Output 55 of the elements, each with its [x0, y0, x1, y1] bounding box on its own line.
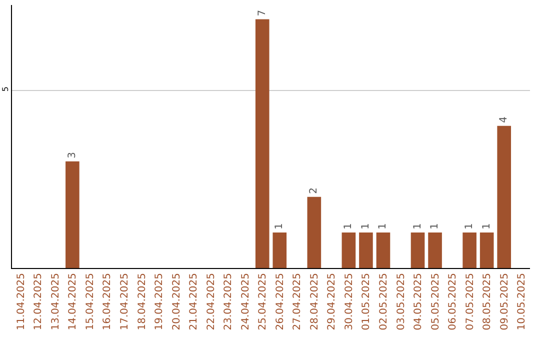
x-tick-label: 28.04.2025: [309, 273, 320, 330]
x-tick-label: 06.05.2025: [448, 273, 459, 330]
x-tick-label: 17.04.2025: [119, 273, 130, 330]
x-tick-label: 24.04.2025: [240, 273, 252, 330]
bar: [307, 196, 322, 268]
x-tick-label: 22.04.2025: [206, 273, 217, 330]
x-tick-label: 15.04.2025: [84, 273, 96, 330]
bar: [376, 232, 390, 268]
x-tick-label: 12.04.2025: [33, 273, 44, 330]
x-tick-label: 04.05.2025: [413, 273, 424, 330]
data-label: 1: [464, 223, 476, 230]
x-tick-label: 26.04.2025: [274, 273, 286, 330]
x-tick-label: 14.04.2025: [68, 273, 79, 330]
x-tick-label: 27.04.2025: [292, 273, 304, 330]
bar: [342, 232, 356, 268]
bar: [428, 232, 442, 268]
bar: [359, 232, 373, 268]
x-tick-label: 09.05.2025: [499, 273, 510, 330]
x-tick-label: 30.04.2025: [344, 273, 355, 330]
data-label: 1: [430, 223, 441, 230]
x-tick-label: 05.05.2025: [430, 273, 442, 330]
data-label: 2: [308, 188, 320, 194]
x-tick-label: 13.04.2025: [50, 273, 62, 330]
y-tick-label: 5: [0, 86, 10, 92]
x-tick-label: 07.05.2025: [464, 273, 476, 330]
data-label: 4: [498, 116, 510, 123]
data-label: 3: [66, 152, 78, 158]
bar: [410, 232, 425, 268]
x-tick-label: 08.05.2025: [482, 273, 494, 330]
bar: [272, 232, 287, 268]
bar: [480, 232, 494, 268]
x-tick-label: 18.04.2025: [136, 273, 148, 330]
data-label: 1: [481, 223, 492, 230]
x-tick-label: 29.04.2025: [326, 273, 338, 330]
x-tick-label: 02.05.2025: [378, 273, 390, 330]
data-label: 1: [360, 223, 372, 230]
bar: [66, 161, 80, 268]
data-label: 1: [274, 223, 286, 230]
x-tick-label: 11.04.2025: [16, 273, 27, 330]
data-label: 1: [412, 223, 424, 230]
x-tick-label: 25.04.2025: [258, 273, 269, 330]
x-tick-label: 10.05.2025: [516, 273, 528, 330]
x-tick-label: 01.05.2025: [361, 273, 372, 330]
bar: [255, 19, 270, 268]
x-tick-label: 19.04.2025: [154, 273, 166, 330]
x-tick-label: 23.04.2025: [223, 273, 234, 330]
x-tick-label: 21.04.2025: [188, 273, 200, 330]
data-label: 7: [256, 10, 268, 16]
bar: [497, 126, 512, 268]
x-tick-label: 03.05.2025: [396, 273, 407, 330]
data-label: 1: [378, 223, 389, 230]
data-label: 1: [343, 223, 354, 230]
x-tick-label: 20.04.2025: [171, 273, 182, 330]
bar: [462, 232, 476, 268]
x-tick-label: 16.04.2025: [102, 273, 114, 330]
